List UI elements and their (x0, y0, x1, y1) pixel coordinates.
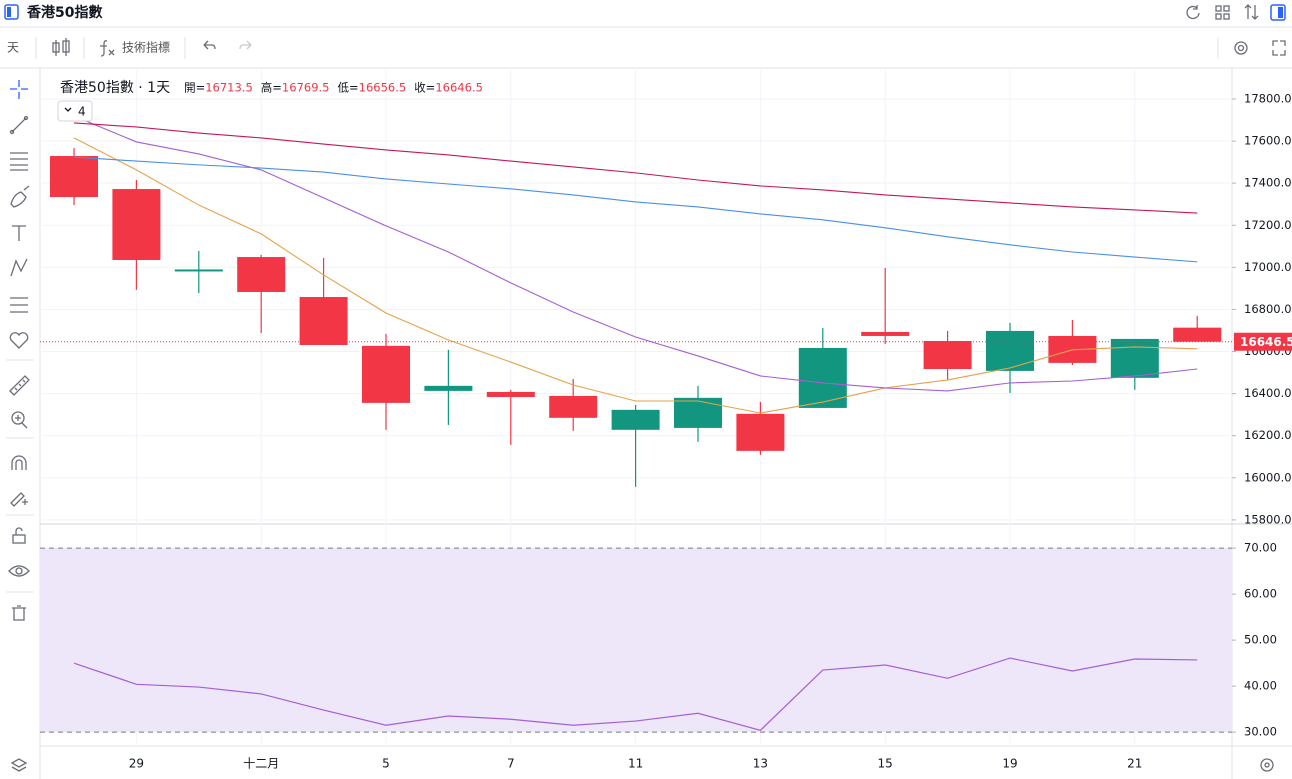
refresh-icon[interactable] (1186, 5, 1200, 20)
moving-average-line (73, 115, 1198, 392)
candle-body (362, 345, 410, 403)
redo-icon[interactable] (239, 40, 252, 50)
candle-body (237, 257, 286, 292)
x-tick-label: 11 (628, 757, 643, 771)
y-tick-label: 16000.00 (1244, 470, 1292, 484)
legend-value: 16713.5 (205, 81, 253, 95)
fullscreen-icon[interactable] (1272, 40, 1286, 56)
candle-body (1173, 327, 1222, 342)
app-title: 香港50指數 (26, 4, 102, 21)
zoom-tool[interactable] (11, 411, 28, 429)
ruler-tool[interactable] (9, 375, 30, 396)
candle-body (611, 409, 660, 430)
legend-key: 高= (261, 81, 282, 95)
y-tick-label: 50.00 (1244, 633, 1277, 647)
candle-body (549, 395, 598, 418)
layout-icon[interactable] (1215, 5, 1230, 20)
rsi-band (40, 548, 1232, 733)
y-tick-label: 60.00 (1244, 587, 1277, 601)
logo-icon-fill (7, 7, 11, 17)
favorites-tool[interactable] (9, 332, 29, 349)
rsi-line (73, 657, 1198, 731)
brush-tool[interactable] (10, 185, 30, 208)
x-tick-label: 15 (878, 757, 893, 771)
y-tick-label: 17600.00 (1244, 134, 1292, 148)
y-tick-label: 16800.00 (1244, 302, 1292, 316)
visibility-tool[interactable] (8, 565, 30, 577)
prediction-tool[interactable] (10, 297, 28, 313)
candle-body (112, 189, 161, 260)
interval-button[interactable]: 天 (7, 41, 19, 55)
lock-tool[interactable] (12, 527, 26, 544)
undo-icon[interactable] (203, 40, 216, 50)
y-tick-label: 17800.00 (1244, 91, 1292, 105)
indicators-icon[interactable] (100, 40, 115, 57)
candle-body (861, 331, 910, 336)
legend-key: 收= (414, 81, 435, 95)
candle-body (798, 347, 847, 408)
y-tick-label: 17200.00 (1244, 218, 1292, 232)
chart-settings-icon[interactable] (1260, 758, 1274, 772)
candle-body (486, 391, 535, 397)
x-tick-label: 7 (507, 757, 515, 771)
candle-body (174, 269, 223, 272)
candle-body (424, 385, 473, 391)
chart-type-icon[interactable] (52, 38, 70, 56)
logo-icon (4, 4, 19, 20)
x-tick-label: 21 (1127, 757, 1142, 771)
indicators-button[interactable]: 技術指標 (122, 40, 170, 55)
last-price-label: 16646.5 (1240, 335, 1292, 349)
text-tool[interactable] (12, 225, 26, 241)
plot-layer: 29 十二月 5 7 11 13 15 19 21 15800.00 16000.00 16200.0… (40, 70, 1292, 771)
y-tick-label: 17000.00 (1244, 260, 1292, 274)
candle-body (299, 297, 348, 346)
candle-body (923, 341, 972, 370)
trendline-tool[interactable] (9, 115, 29, 135)
legend-key: 低= (337, 81, 358, 95)
y-tick-label: 16200.00 (1244, 428, 1292, 442)
legend-value: 16656.5 (359, 81, 407, 95)
y-tick-label: 40.00 (1244, 679, 1277, 693)
x-tick-label: 29 (129, 757, 144, 771)
fib-tool[interactable] (10, 152, 28, 171)
y-tick-label: 17400.00 (1244, 176, 1292, 190)
moving-average-line (73, 156, 1198, 263)
y-tick-label: 70.00 (1244, 541, 1277, 555)
indicator-count: 4 (78, 105, 86, 119)
crosshair-tool[interactable] (10, 80, 28, 99)
y-tick-label: 15800.00 (1244, 512, 1292, 526)
pattern-tool[interactable] (10, 258, 28, 277)
candle-body (674, 397, 722, 428)
last-price-tag (1234, 332, 1292, 351)
y-tick-label: 16400.00 (1244, 386, 1292, 400)
candle-body (736, 413, 785, 451)
legend-title: 香港50指數 · 1天 (60, 80, 170, 96)
candle-body (1110, 338, 1159, 378)
x-tick-label: 19 (1002, 757, 1017, 771)
legend-value: 16769.5 (282, 81, 330, 95)
moving-average-line (73, 122, 1198, 214)
x-tick-label: 5 (382, 757, 390, 771)
x-tick-label: 十二月 (243, 757, 279, 771)
x-tick-label: 13 (753, 757, 768, 771)
magnet-tool[interactable] (11, 455, 27, 470)
legend-key: 開= (184, 81, 205, 95)
panel-icon[interactable] (1270, 4, 1286, 21)
moving-average-line (73, 137, 1198, 414)
settings-icon[interactable] (1234, 41, 1248, 55)
candle-body (986, 330, 1034, 371)
legend-value: 16646.5 (435, 81, 483, 95)
indicator-toggle[interactable]: 4 (57, 100, 93, 122)
lock-drawing-tool[interactable] (10, 492, 28, 507)
candle-body (50, 156, 98, 198)
y-tick-label: 30.00 (1244, 725, 1277, 739)
compare-icon[interactable] (1244, 4, 1259, 20)
object-tree-icon[interactable] (10, 758, 28, 772)
delete-tool[interactable] (12, 605, 26, 621)
